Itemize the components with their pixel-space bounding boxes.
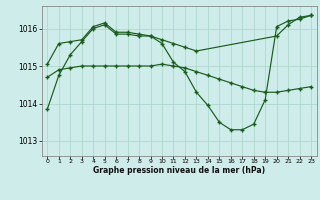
X-axis label: Graphe pression niveau de la mer (hPa): Graphe pression niveau de la mer (hPa) (93, 166, 265, 175)
